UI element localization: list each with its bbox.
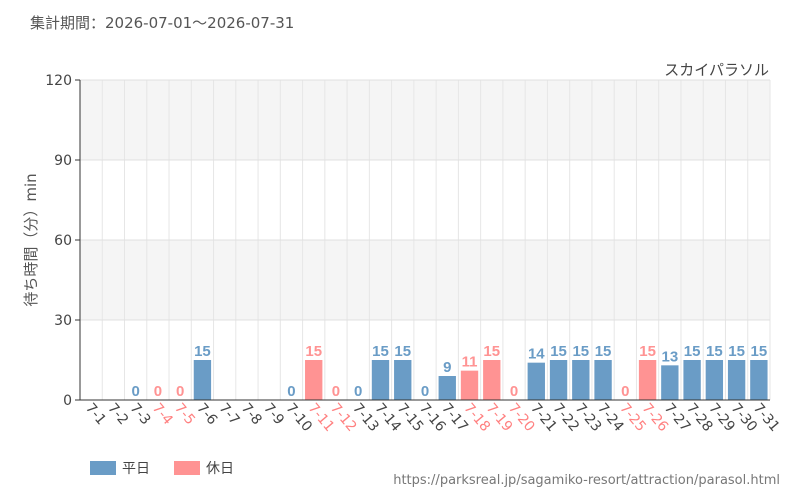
legend-label-weekday: 平日 [122, 461, 150, 477]
data-label-7-20: 0 [510, 383, 518, 400]
source-url[interactable]: https://parksreal.jp/sagamiko-resort/att… [393, 473, 780, 488]
data-label-7-3: 0 [131, 383, 139, 400]
y-tick-label: 60 [54, 233, 72, 249]
bar-7-24 [594, 360, 612, 400]
data-label-7-24: 15 [595, 343, 612, 360]
bar-7-27 [661, 365, 679, 400]
data-label-7-13: 0 [354, 383, 362, 400]
x-tick-label-7-8: 7-8 [238, 400, 265, 428]
data-label-7-15: 15 [394, 343, 411, 360]
bar-7-31 [750, 360, 768, 400]
data-label-7-27: 13 [661, 348, 678, 365]
legend-item-weekday: 平日 [90, 458, 150, 478]
x-tick-label-7-9: 7-9 [260, 400, 287, 428]
y-tick-label: 0 [63, 393, 72, 409]
data-label-7-19: 15 [483, 343, 500, 360]
legend: 平日 休日 [90, 458, 234, 478]
bar-7-22 [549, 360, 568, 400]
legend-swatch-weekday [90, 461, 116, 475]
x-tick-label-7-3: 7-3 [127, 400, 154, 428]
bar-7-26 [638, 360, 657, 400]
data-label-7-25: 0 [621, 383, 629, 400]
data-label-7-11: 15 [305, 343, 322, 360]
grid-band [80, 240, 770, 320]
bar-7-6 [193, 360, 212, 400]
x-tick-label-7-6: 7-6 [193, 400, 220, 428]
bar-7-14 [371, 360, 390, 400]
x-tick-label-7-2: 7-2 [104, 400, 131, 428]
y-tick-labels: 0 30 60 90 120 [45, 73, 72, 409]
y-axis-label: 待ち時間（分）min [22, 173, 40, 306]
bar-7-30 [727, 360, 746, 400]
x-tick-labels: 7-17-27-37-47-57-67-77-87-97-107-117-127… [82, 400, 782, 435]
data-label-7-23: 15 [572, 343, 589, 360]
bars [193, 360, 768, 400]
x-tick-label-7-5: 7-5 [171, 400, 198, 428]
data-label-7-12: 0 [332, 383, 340, 400]
x-tick-label-7-7: 7-7 [216, 400, 243, 428]
bar-7-21 [527, 362, 545, 400]
period-label: 集計期間：2026-07-01～2026-07-31 [30, 14, 295, 32]
data-label-7-5: 0 [176, 383, 184, 400]
grid-bands [80, 80, 770, 320]
data-label-7-26: 15 [639, 343, 656, 360]
data-label-7-14: 15 [372, 343, 389, 360]
chart-title: スカイパラソル [664, 61, 769, 79]
data-label-7-29: 15 [706, 343, 723, 360]
y-tick-label: 90 [54, 153, 72, 169]
data-label-7-6: 15 [194, 343, 211, 360]
bar-7-28 [683, 360, 701, 400]
bar-7-17 [438, 376, 456, 400]
data-label-7-28: 15 [684, 343, 701, 360]
bar-7-15 [394, 360, 412, 400]
data-label-7-10: 0 [287, 383, 295, 400]
grid-band [80, 80, 770, 160]
bar-7-18 [460, 370, 479, 400]
legend-swatch-holiday [174, 461, 200, 475]
data-label-7-30: 15 [728, 343, 745, 360]
bar-7-11 [305, 360, 323, 400]
legend-label-holiday: 休日 [206, 461, 234, 477]
x-tick-label-7-1: 7-1 [82, 400, 109, 428]
data-label-7-31: 15 [751, 343, 768, 360]
bar-7-23 [572, 360, 590, 400]
data-label-7-4: 0 [154, 383, 162, 400]
bar-7-29 [705, 360, 724, 400]
data-label-7-18: 11 [462, 354, 478, 371]
y-tick-label: 120 [45, 73, 72, 89]
x-tick-label-7-4: 7-4 [149, 400, 176, 428]
data-label-7-16: 0 [421, 383, 429, 400]
data-label-7-17: 9 [443, 359, 451, 376]
data-label-7-21: 14 [528, 346, 545, 363]
data-label-7-22: 15 [550, 343, 567, 360]
y-tick-label: 30 [54, 313, 72, 329]
bar-7-19 [483, 360, 501, 400]
legend-item-holiday: 休日 [174, 458, 234, 478]
